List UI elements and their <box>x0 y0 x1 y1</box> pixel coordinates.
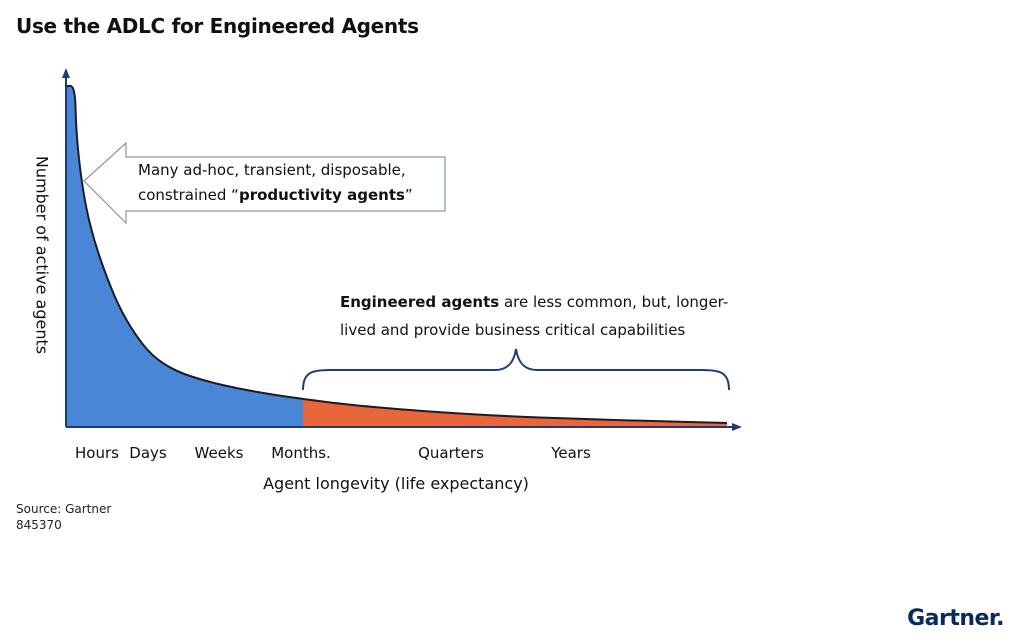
callout-suffix: ” <box>404 186 413 204</box>
x-tick-label: Weeks <box>194 444 244 462</box>
chart-title: Use the ADLC for Engineered Agents <box>16 14 419 38</box>
callout-bold-term: productivity agents <box>238 186 405 204</box>
source-note: Source: Gartner 845370 <box>16 501 111 533</box>
engineered-agents-brace <box>302 348 730 391</box>
callout-line-2: constrained “productivity agents” <box>138 183 413 208</box>
area-series-engineered <box>303 398 727 426</box>
x-tick-label: Months. <box>271 444 331 462</box>
source-line: Source: Gartner <box>16 502 112 516</box>
area-series-short-lived <box>66 86 303 426</box>
productivity-agents-callout: Many ad-hoc, transient, disposable, cons… <box>138 158 413 208</box>
callout-line-1: Many ad-hoc, transient, disposable, <box>138 161 406 179</box>
annotation-line-1-rest: are less common, but, longer- <box>499 293 729 311</box>
gartner-logo: Gartner. <box>907 606 1004 631</box>
y-axis-arrowhead <box>62 68 70 78</box>
callout-prefix: constrained “ <box>138 186 239 204</box>
callout-arrow-shape <box>83 141 446 225</box>
annotation-line-1: Engineered agents are less common, but, … <box>340 288 728 316</box>
x-tick-label: Hours <box>75 444 119 462</box>
x-tick-label: Days <box>129 444 167 462</box>
x-tick-label: Quarters <box>418 444 484 462</box>
x-axis-arrowhead <box>732 423 742 431</box>
x-axis-label: Agent longevity (life expectancy) <box>263 474 529 493</box>
decay-curve-line <box>65 85 728 424</box>
x-tick-label: Years <box>551 444 591 462</box>
annotation-bold-term: Engineered agents <box>340 293 500 311</box>
engineered-agents-annotation: Engineered agents are less common, but, … <box>340 288 728 344</box>
document-id: 845370 <box>16 518 62 532</box>
annotation-line-2: lived and provide business critical capa… <box>340 321 686 339</box>
y-axis-label: Number of active agents <box>32 155 52 355</box>
